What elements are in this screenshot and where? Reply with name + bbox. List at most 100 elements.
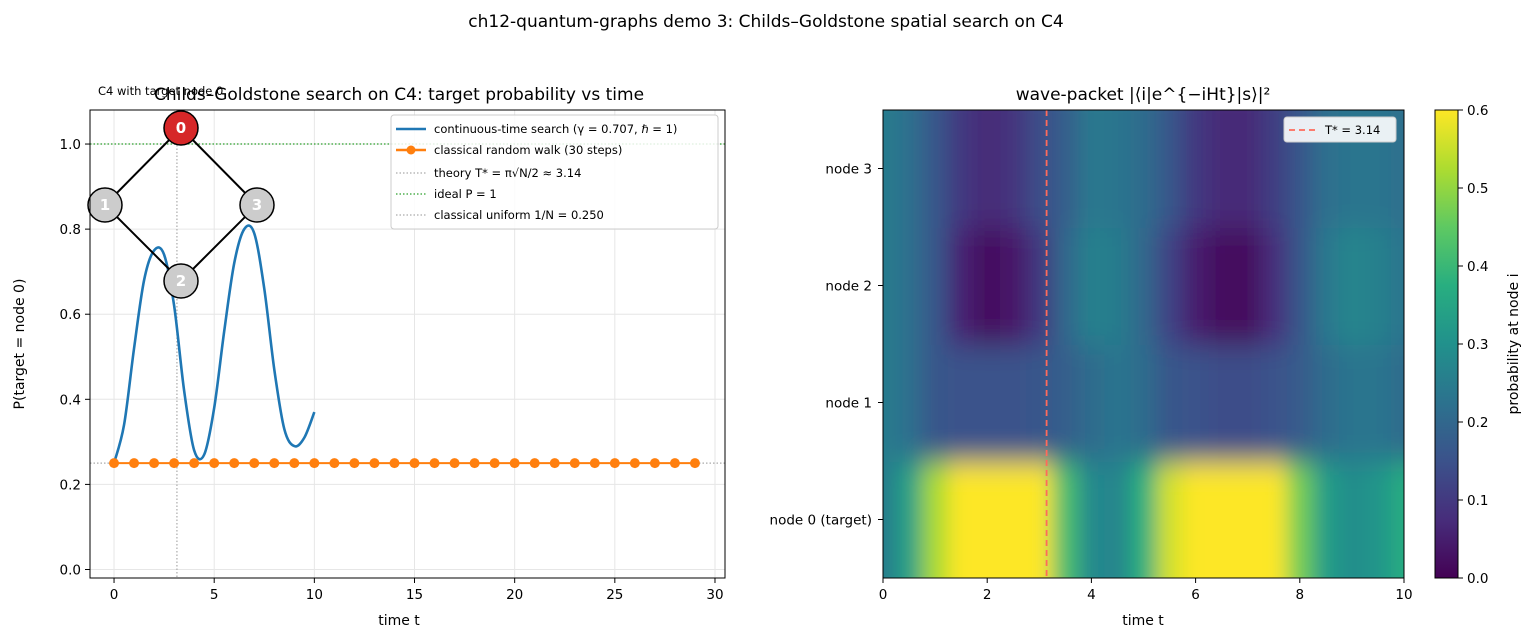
heatmap-cell	[1338, 344, 1366, 462]
series-quantum-line	[112, 224, 316, 464]
left-y-tick-label: 0.2	[60, 477, 81, 493]
heatmap-cell	[896, 461, 924, 578]
heatmap-cell	[1286, 227, 1314, 345]
right-x-tick-label: 4	[1087, 587, 1096, 603]
right-y-tick-label: node 1	[825, 396, 872, 412]
heatmap-cell	[1338, 110, 1366, 228]
left-x-tick-label: 20	[506, 587, 523, 603]
heatmap-cell	[1364, 461, 1392, 578]
colorbar-label: probability at node i	[1506, 274, 1522, 415]
heatmap-cell	[1078, 461, 1106, 578]
heatmap-cell	[922, 110, 950, 228]
heatmap-cell	[922, 344, 950, 462]
heatmap-cell	[948, 227, 976, 345]
classical-point	[329, 458, 340, 469]
right-axes-frame	[882, 109, 1405, 579]
legend-entry-uniform: classical uniform 1/N = 0.250	[434, 208, 604, 222]
heatmap-cell	[1052, 227, 1080, 345]
left-x-tick-label: 0	[110, 587, 119, 603]
classical-point	[189, 458, 200, 469]
heatmap-cell	[1234, 344, 1262, 462]
classical-point	[389, 458, 400, 469]
colorbar-tick-label: 0.4	[1467, 259, 1488, 275]
heatmap-cell	[1052, 110, 1080, 228]
heatmap-cell	[1104, 227, 1132, 345]
classical-point	[669, 458, 680, 469]
classical-point	[209, 458, 220, 469]
heatmap-cell	[974, 110, 1002, 228]
heatmap-cell	[883, 227, 898, 345]
right-ticks: 0 2 4 6 8 10 node 0 (target) node 1 node 2 node 3	[770, 162, 1413, 604]
right-x-tick-label: 8	[1296, 587, 1305, 603]
node-0-label: 0	[176, 119, 186, 137]
heatmap-cell	[1130, 227, 1158, 345]
heatmap-cell	[1234, 461, 1262, 578]
colorbar-tick-label: 0.0	[1467, 571, 1488, 587]
heatmap-cells	[883, 110, 1404, 578]
classical-point	[489, 458, 500, 469]
classical-point	[369, 458, 380, 469]
heatmap-cell	[1286, 461, 1314, 578]
heatmap-cell	[1000, 344, 1028, 462]
classical-point	[169, 458, 180, 469]
edge-3-0	[180, 127, 258, 206]
heatmap-cell	[1390, 110, 1404, 228]
heatmap-cell	[1104, 344, 1132, 462]
heatmap-cell	[883, 344, 898, 462]
heatmap-cell	[1286, 110, 1314, 228]
heatmap-cell	[1026, 344, 1054, 462]
colorbar	[1434, 109, 1459, 579]
heatmap-cell	[1260, 227, 1288, 345]
node-0-circle	[163, 110, 199, 146]
heatmap-cell	[948, 110, 976, 228]
heatmap-cell	[1182, 461, 1210, 578]
classical-point	[269, 458, 280, 469]
heatmap-cell	[1338, 461, 1366, 578]
heatmap-cell	[974, 227, 1002, 345]
heatmap-cell	[1208, 461, 1236, 578]
right-x-tick-label: 10	[1395, 587, 1412, 603]
heatmap-cell	[1338, 227, 1366, 345]
left-ticks: 0 5 10 15 20 25 30 0.0 0.2 0.4 0.6 0.8 1.0	[60, 137, 724, 603]
legend-swatch-classical-marker	[406, 145, 416, 155]
left-x-tick-label: 15	[406, 587, 423, 603]
heatmap-cell	[1234, 227, 1262, 345]
heatmap-cell	[1000, 461, 1028, 578]
heatmap-cell	[1078, 110, 1106, 228]
left-y-axis-label: P(target = node 0)	[12, 279, 28, 410]
heatmap-cell	[1026, 461, 1054, 578]
heatmap-cell	[1312, 227, 1340, 345]
node-1-label: 1	[100, 196, 110, 214]
edge-1-2	[104, 204, 182, 282]
classical-point	[609, 458, 620, 469]
heatmap-cell	[922, 227, 950, 345]
right-legend-entry: T* = 3.14	[1324, 123, 1380, 137]
heatmap-cell	[1130, 110, 1158, 228]
heatmap-cell	[1286, 344, 1314, 462]
heatmap-cell	[1208, 227, 1236, 345]
heatmap-cell	[1000, 227, 1028, 345]
classical-point	[349, 458, 360, 469]
node-2-circle	[163, 263, 199, 299]
right-x-tick-label: 2	[983, 587, 992, 603]
heatmap-cell	[1156, 227, 1184, 345]
left-y-tick-label: 0.6	[60, 307, 81, 323]
colorbar-tick-label: 0.5	[1467, 181, 1488, 197]
left-y-tick-label: 0.8	[60, 222, 81, 238]
left-y-tick-label: 0.4	[60, 392, 81, 408]
heatmap-cell	[1130, 344, 1158, 462]
heatmap-cell	[948, 344, 976, 462]
classical-point	[449, 458, 460, 469]
heatmap-cell	[1182, 110, 1210, 228]
heatmap-cell	[1052, 461, 1080, 578]
heatmap-cell	[1260, 461, 1288, 578]
right-y-tick-label: node 2	[825, 279, 872, 295]
classical-point	[629, 458, 640, 469]
heatmap-cell	[896, 227, 924, 345]
heatmap-cell	[1104, 461, 1132, 578]
left-legend: continuous-time search (γ = 0.707, ℏ = 1…	[390, 114, 719, 230]
heatmap-cell	[1364, 344, 1392, 462]
heatmap-cell	[1312, 110, 1340, 228]
heatmap-cell	[1156, 461, 1184, 578]
